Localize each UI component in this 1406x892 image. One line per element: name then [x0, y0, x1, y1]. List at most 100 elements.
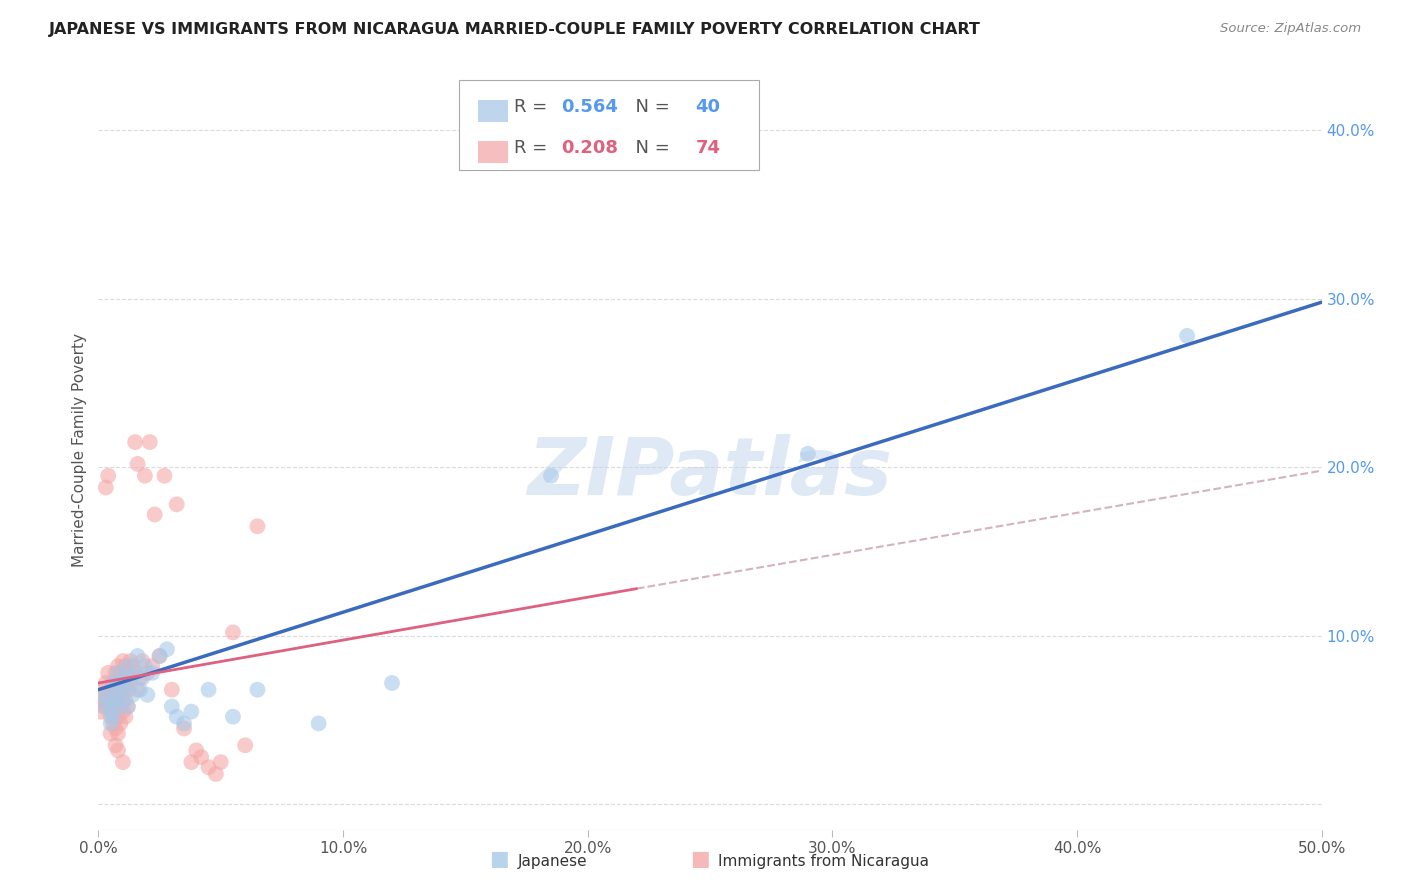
Point	[173, 716, 195, 731]
Point	[100, 705, 122, 719]
Point	[117, 699, 139, 714]
Point	[114, 693, 136, 707]
Point	[120, 654, 142, 668]
Point	[94, 676, 117, 690]
Point	[166, 497, 188, 511]
Text: 0.208: 0.208	[561, 139, 617, 157]
Point	[124, 435, 146, 450]
Point	[166, 709, 188, 723]
Point	[117, 659, 139, 673]
Point	[104, 682, 127, 697]
Point	[101, 676, 124, 690]
Point	[127, 648, 149, 663]
Point	[90, 705, 112, 719]
Point	[107, 709, 129, 723]
Point	[180, 705, 202, 719]
Point	[94, 481, 117, 495]
Point	[160, 682, 183, 697]
Point	[120, 671, 142, 685]
Point	[104, 722, 127, 736]
Point	[104, 699, 127, 714]
Point	[104, 693, 127, 707]
Point	[246, 682, 269, 697]
Point	[91, 699, 114, 714]
Point	[156, 642, 179, 657]
Text: 40: 40	[696, 98, 720, 116]
Point	[117, 665, 139, 680]
Y-axis label: Married-Couple Family Poverty: Married-Couple Family Poverty	[72, 334, 87, 567]
Point	[129, 671, 152, 685]
Point	[101, 688, 124, 702]
Text: Immigrants from Nicaragua: Immigrants from Nicaragua	[718, 854, 929, 869]
Point	[540, 468, 562, 483]
Point	[94, 693, 117, 707]
Point	[104, 665, 127, 680]
Point	[308, 716, 330, 731]
Text: Source: ZipAtlas.com: Source: ZipAtlas.com	[1220, 22, 1361, 36]
Point	[136, 665, 159, 680]
Point	[107, 665, 129, 680]
Point	[114, 709, 136, 723]
Point	[136, 688, 159, 702]
Point	[114, 676, 136, 690]
Point	[186, 743, 208, 757]
Point	[97, 468, 120, 483]
Point	[173, 722, 195, 736]
Point	[100, 716, 122, 731]
Point	[139, 435, 162, 450]
Point	[111, 688, 134, 702]
Text: N =: N =	[624, 139, 676, 157]
Point	[97, 665, 120, 680]
Text: 0.564: 0.564	[561, 98, 617, 116]
Point	[121, 659, 143, 673]
Point	[101, 705, 124, 719]
Point	[100, 693, 122, 707]
FancyBboxPatch shape	[460, 80, 759, 170]
Point	[117, 682, 139, 697]
Point	[197, 682, 219, 697]
Point	[129, 682, 152, 697]
Point	[100, 682, 122, 697]
Point	[246, 519, 269, 533]
Text: JAPANESE VS IMMIGRANTS FROM NICARAGUA MARRIED-COUPLE FAMILY POVERTY CORRELATION : JAPANESE VS IMMIGRANTS FROM NICARAGUA MA…	[49, 22, 981, 37]
Point	[209, 755, 232, 769]
Point	[101, 676, 124, 690]
Point	[97, 693, 120, 707]
Text: 74: 74	[696, 139, 720, 157]
Text: N =: N =	[624, 98, 676, 116]
Point	[107, 743, 129, 757]
Point	[114, 659, 136, 673]
Point	[160, 699, 183, 714]
Point	[110, 716, 132, 731]
Point	[797, 447, 820, 461]
Text: ■: ■	[690, 849, 710, 869]
Point	[100, 726, 122, 740]
Point	[190, 750, 212, 764]
Point	[91, 688, 114, 702]
Point	[107, 693, 129, 707]
Text: Japanese: Japanese	[517, 854, 588, 869]
Text: R =: R =	[515, 98, 554, 116]
Point	[111, 693, 134, 707]
Point	[127, 682, 149, 697]
Point	[153, 468, 176, 483]
Point	[141, 665, 163, 680]
Point	[134, 659, 156, 673]
Point	[100, 709, 122, 723]
Point	[197, 760, 219, 774]
Point	[121, 688, 143, 702]
Point	[114, 671, 136, 685]
Point	[1175, 329, 1198, 343]
Point	[110, 682, 132, 697]
Point	[107, 726, 129, 740]
Point	[104, 682, 127, 697]
FancyBboxPatch shape	[478, 100, 508, 122]
Point	[111, 755, 134, 769]
Point	[91, 682, 114, 697]
Point	[131, 654, 153, 668]
Point	[97, 699, 120, 714]
Point	[111, 682, 134, 697]
Point	[94, 699, 117, 714]
Point	[222, 625, 245, 640]
Text: ■: ■	[489, 849, 509, 869]
